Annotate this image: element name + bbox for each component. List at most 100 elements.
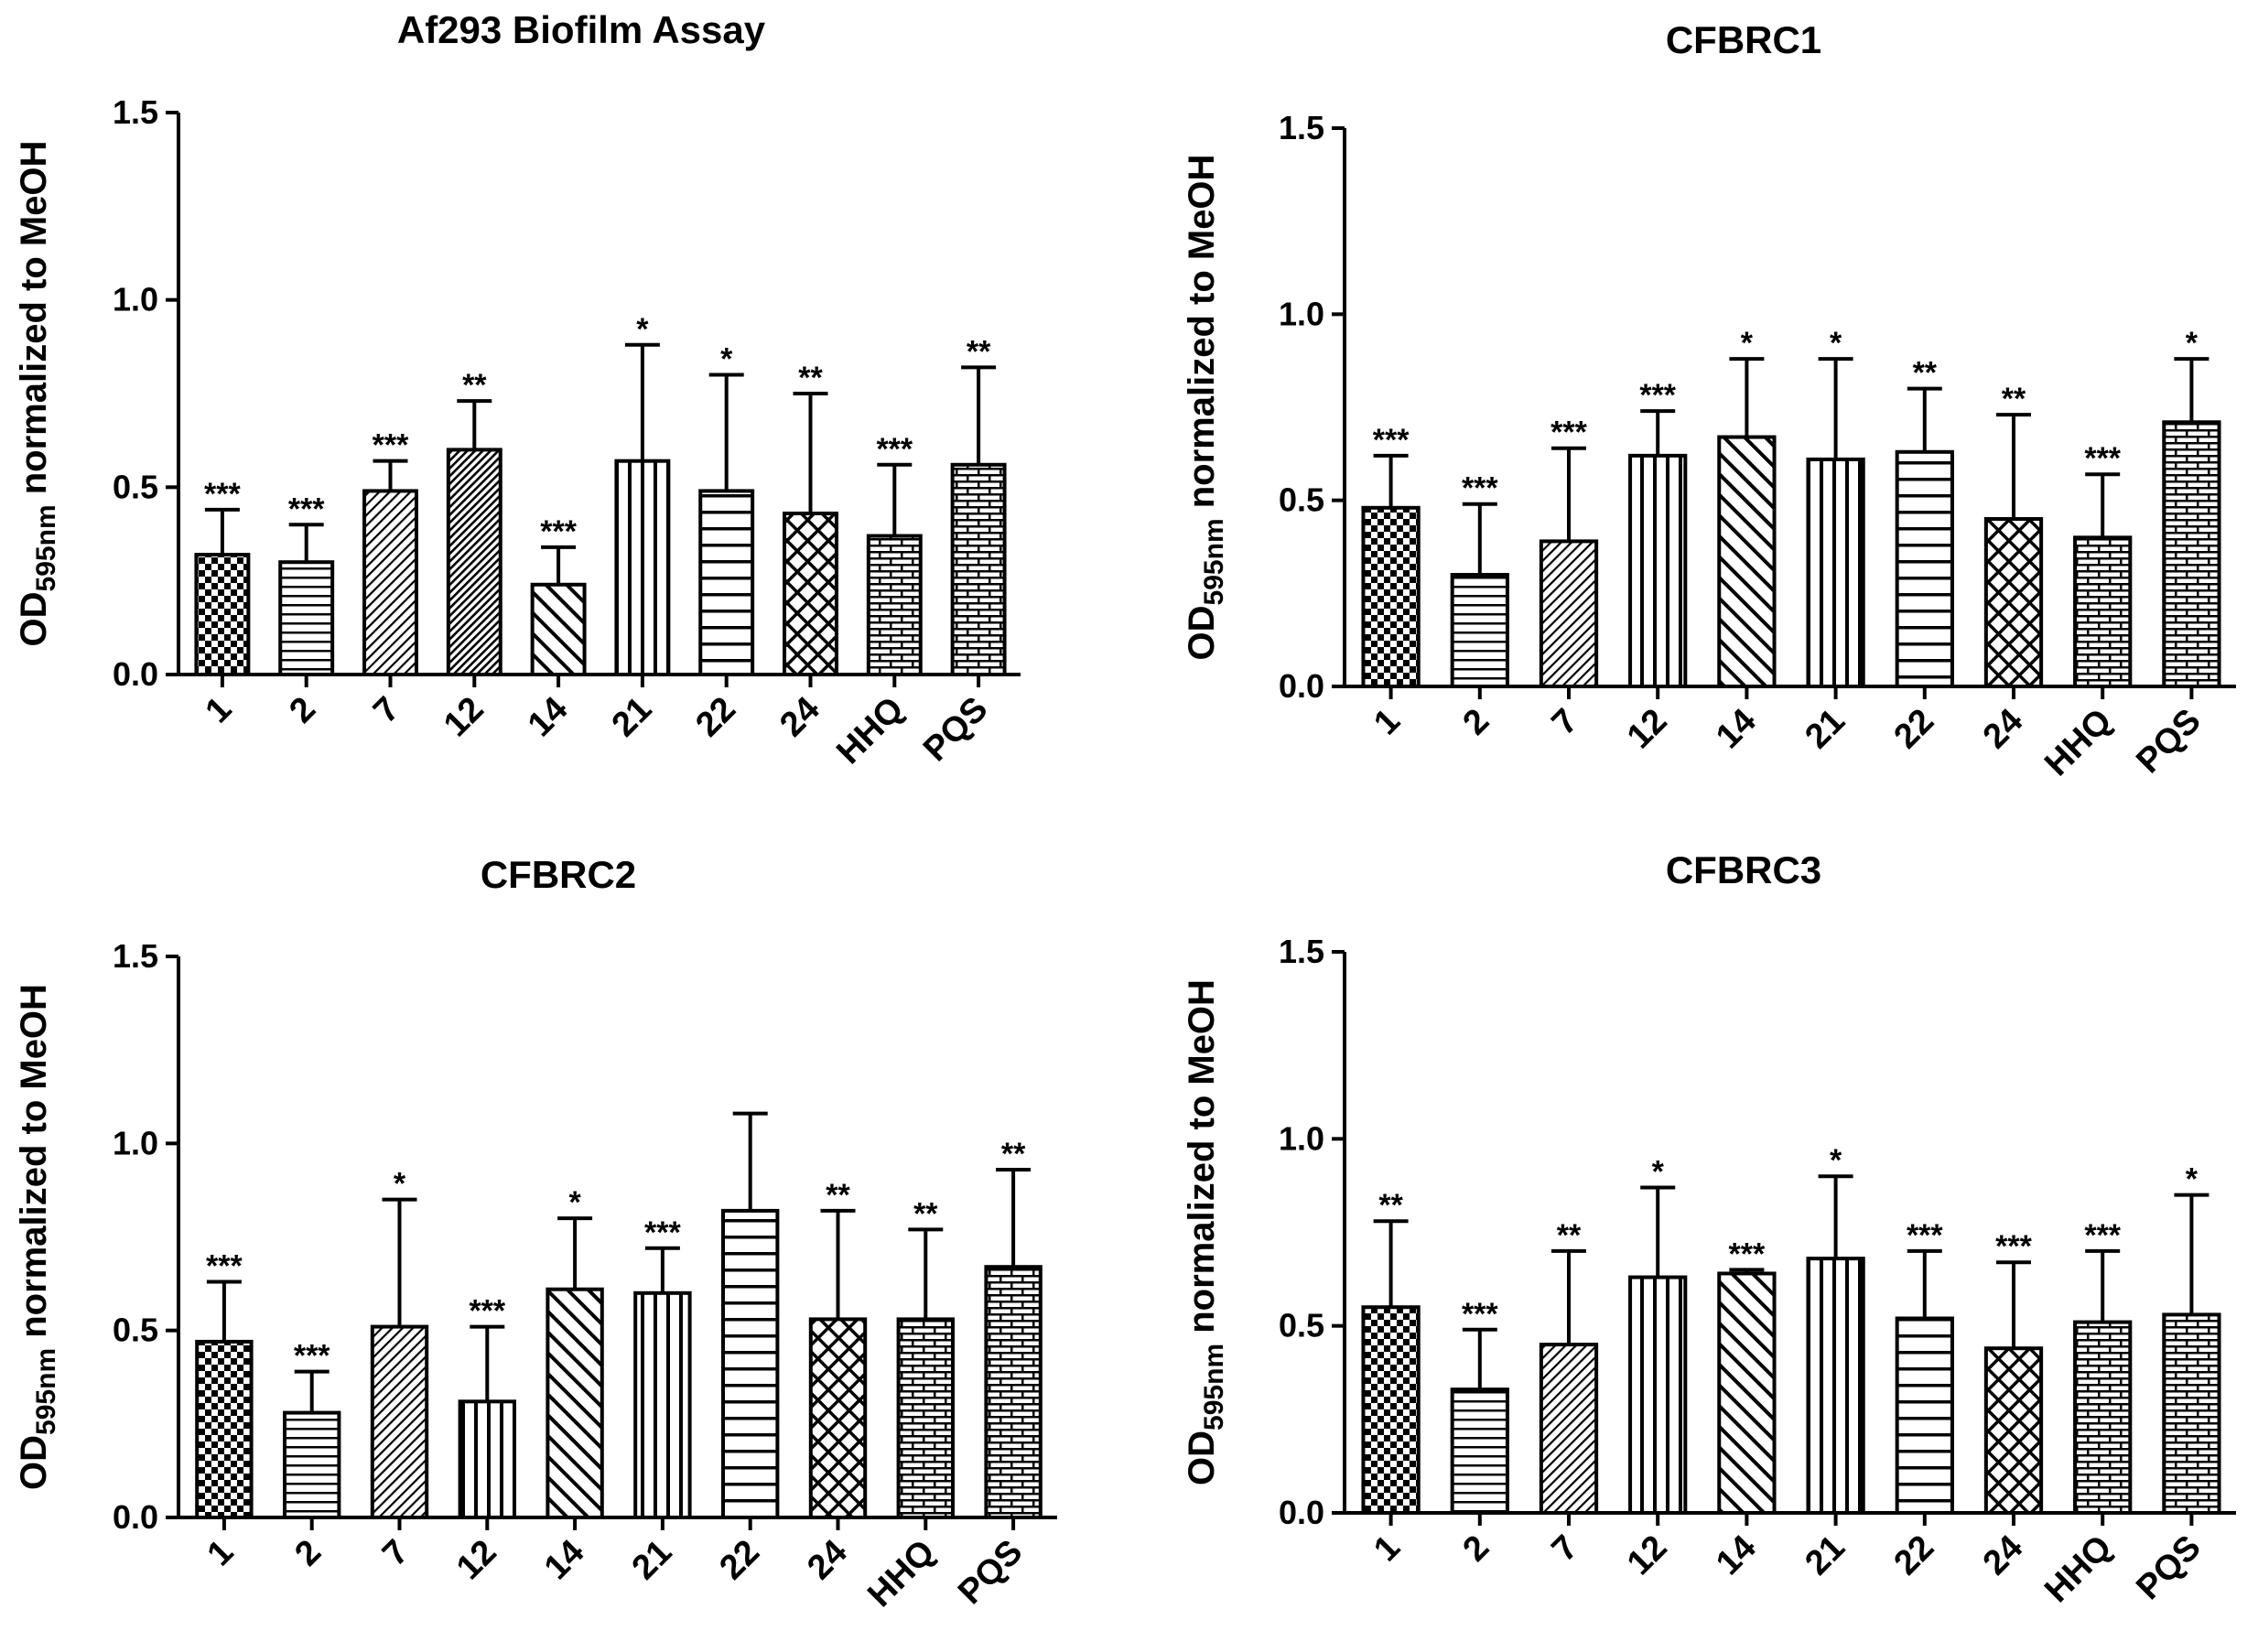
x-tick-label: 2 [287, 1533, 329, 1574]
y-label-suffix: normalized to MeOH [14, 141, 54, 505]
y-tick-label: 1.0 [113, 1124, 158, 1161]
significance-label: * [394, 1167, 406, 1202]
x-tick-label: 2 [282, 690, 323, 731]
x-tick-label: 24 [772, 690, 827, 745]
x-tick-label: 22 [1887, 1528, 1942, 1583]
bar-22 [1895, 1316, 1954, 1515]
significance-label: ** [1557, 1218, 1582, 1253]
significance-label: ** [798, 361, 823, 395]
y-axis-label: OD595nm normalized to MeOH [1182, 155, 1229, 661]
x-tick-label: 2 [1456, 702, 1497, 743]
x-tick-label: HHQ [2037, 1528, 2119, 1610]
bar-HHQ [2073, 535, 2133, 688]
bar-PQS [984, 1265, 1043, 1520]
x-tick-label: 7 [375, 1533, 416, 1574]
y-tick-label: 1.5 [113, 93, 158, 131]
x-tick-label: 12 [1620, 702, 1675, 757]
y-label-subscript: 595nm [1199, 1344, 1229, 1431]
y-axis-label: OD595nm normalized to MeOH [14, 141, 61, 647]
bar-22 [721, 1208, 780, 1519]
y-tick-label: 1.5 [1279, 933, 1324, 970]
bar-1 [195, 1339, 254, 1519]
chart-panel-3: CFBRC2 OD595nm normalized to MeOH 0.0 0.5 1.… [14, 853, 1057, 1614]
y-tick-label: 0.5 [113, 1312, 158, 1349]
y-label-suffix: normalized to MeOH [1182, 155, 1222, 519]
x-tick-label: 7 [1545, 702, 1586, 743]
significance-label: *** [1550, 416, 1587, 450]
y-tick-label: 0.0 [113, 655, 158, 693]
significance-label: * [1830, 1143, 1842, 1178]
x-tick-label: 24 [1976, 1528, 2031, 1583]
significance-label: ** [913, 1196, 938, 1231]
x-tick-label: 12 [437, 690, 492, 745]
significance-label: *** [1907, 1218, 1943, 1253]
bar-PQS [2162, 1312, 2221, 1515]
significance-label: *** [294, 1339, 330, 1374]
significance-label: ** [2002, 382, 2026, 416]
bar-HHQ [2073, 1320, 2133, 1515]
x-tick-label: 14 [1709, 702, 1764, 757]
x-tick-label: 12 [449, 1533, 504, 1588]
x-tick-label: 1 [199, 690, 240, 731]
y-label-suffix: normalized to MeOH [14, 984, 54, 1348]
y-tick-label: 0.5 [113, 468, 158, 505]
bar-2 [1450, 1387, 1509, 1516]
x-tick-label: 21 [1798, 702, 1853, 757]
x-tick-label: HHQ [860, 1533, 942, 1614]
bar-14 [1717, 435, 1777, 688]
significance-label: ** [462, 368, 487, 403]
bar-24 [1983, 517, 2044, 688]
x-tick-label: 14 [537, 1533, 592, 1588]
significance-label: *** [1639, 378, 1676, 413]
y-tick-label: 0.0 [1279, 667, 1324, 705]
chart-panel-4: CFBRC3 OD595nm normalized to MeOH 0.0 0.5 1.… [1182, 848, 2236, 1610]
x-tick-label: HHQ [829, 690, 911, 772]
y-tick-label: 0.0 [1279, 1494, 1324, 1531]
bar-22 [1895, 449, 1954, 688]
bar-24 [808, 1317, 868, 1519]
bar-12 [1628, 1275, 1688, 1516]
x-tick-label: PQS [2129, 702, 2208, 781]
significance-label: *** [373, 428, 409, 463]
bar-HHQ [896, 1317, 955, 1519]
bar-1 [1361, 505, 1421, 688]
x-tick-label: 14 [1709, 1528, 1764, 1583]
significance-label: * [1830, 326, 1842, 361]
x-tick-label: 22 [1887, 702, 1942, 757]
x-tick-label: 21 [1798, 1528, 1853, 1583]
y-tick-label: 1.0 [113, 281, 158, 319]
bar-PQS [2162, 420, 2221, 688]
significance-label: *** [1995, 1229, 2032, 1264]
y-label-prefix: OD [14, 1435, 54, 1490]
bar-21 [1806, 1257, 1865, 1516]
chart-title: CFBRC3 [1666, 848, 1821, 891]
significance-label: *** [1729, 1236, 1766, 1271]
bar-7 [1539, 1343, 1599, 1515]
bar-12 [458, 1399, 516, 1520]
bar-7 [1539, 539, 1599, 689]
x-tick-label: 14 [521, 690, 576, 745]
chart-panel-1: Af293 Biofilm Assay OD595nm normalized to… [14, 8, 1021, 772]
significance-label: *** [288, 491, 325, 526]
y-axis-label: OD595nm normalized to MeOH [14, 984, 61, 1490]
significance-label: *** [469, 1294, 505, 1329]
x-tick-label: 12 [1620, 1528, 1675, 1583]
bar-24 [1983, 1346, 2044, 1515]
bar-14 [1717, 1271, 1777, 1516]
significance-label: *** [540, 514, 577, 549]
significance-label: * [568, 1185, 581, 1220]
x-tick-label: PQS [916, 690, 995, 769]
x-tick-label: 1 [1367, 702, 1408, 743]
bar-14 [546, 1287, 604, 1520]
bar-2 [1450, 573, 1509, 688]
significance-label: * [1652, 1154, 1665, 1189]
y-label-suffix: normalized to MeOH [1182, 979, 1222, 1344]
x-tick-label: 2 [1456, 1528, 1497, 1570]
bar-12 [446, 448, 502, 676]
x-tick-label: 1 [200, 1533, 242, 1574]
bar-1 [1361, 1305, 1421, 1515]
bar-21 [614, 459, 671, 676]
x-tick-label: 1 [1367, 1528, 1408, 1570]
significance-label: * [1741, 326, 1754, 361]
